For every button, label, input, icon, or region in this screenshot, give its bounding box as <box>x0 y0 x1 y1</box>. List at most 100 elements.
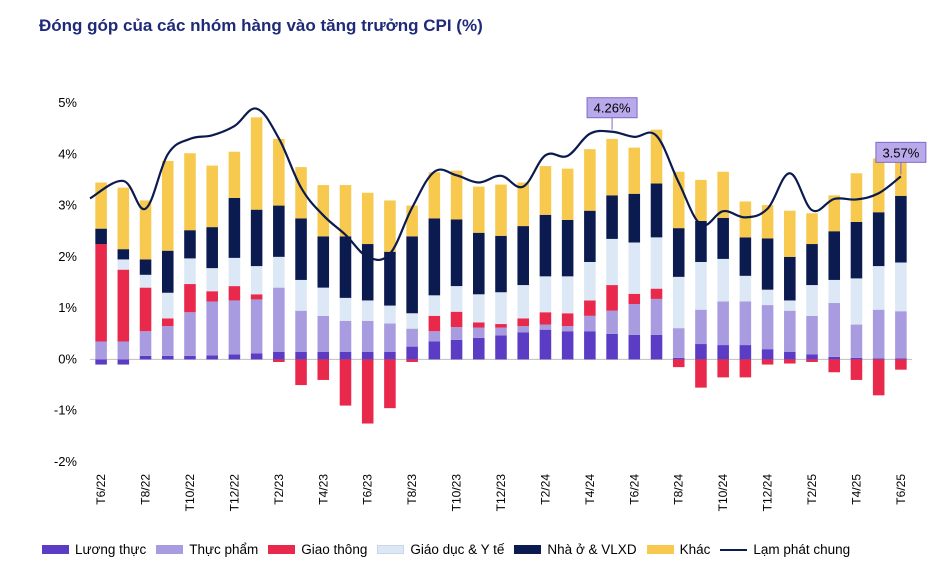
legend-swatch <box>646 545 674 554</box>
bar-segment <box>384 351 396 360</box>
bar-segment <box>495 327 507 336</box>
bar-segment <box>295 310 307 352</box>
bar-segment <box>184 355 196 360</box>
bar-segment <box>872 359 885 396</box>
bar-segment <box>139 274 152 288</box>
bar-segment <box>895 358 907 360</box>
bar-segment <box>850 357 863 360</box>
bar-segment <box>384 251 396 306</box>
bar-segment <box>339 351 352 360</box>
legend-label: Khác <box>679 542 711 557</box>
bar-segment <box>784 310 796 352</box>
bar-segment <box>317 185 330 237</box>
bar-segment <box>761 205 774 239</box>
bar-segment <box>139 331 152 356</box>
bar-segment <box>139 287 152 332</box>
bar-segment <box>495 292 507 325</box>
bar-segment <box>717 171 729 218</box>
bar-segment <box>672 228 685 277</box>
bar-segment <box>273 287 285 352</box>
bar-segment <box>739 359 752 378</box>
y-tick-label: 3% <box>58 198 77 213</box>
bar-segment <box>361 300 374 321</box>
bar-segment <box>561 276 574 314</box>
bar-segment <box>650 288 663 299</box>
annotation-label: 3.57% <box>882 145 919 160</box>
bar-segment <box>539 214 552 277</box>
legend: Lương thực Thực phẩm Giao thông Giáo dục… <box>42 542 850 557</box>
bar-segment <box>317 236 330 288</box>
bar-segment <box>784 359 796 364</box>
bar-segment <box>161 250 174 293</box>
bar-segment <box>761 359 774 365</box>
bar-segment <box>406 205 418 237</box>
bar-segment <box>895 359 907 370</box>
x-tick-label: T6/23 <box>361 474 375 505</box>
bar-segment <box>650 298 663 335</box>
bar-segment <box>184 258 196 285</box>
bar-segment <box>428 172 441 219</box>
bar-segment <box>584 300 596 316</box>
bar-segment <box>872 309 885 359</box>
legend-label: Lạm phát chung <box>753 542 851 557</box>
x-tick-label: T8/23 <box>405 474 419 505</box>
bar-segment <box>784 300 796 311</box>
bar-segment <box>450 219 463 287</box>
bar-segment <box>339 359 352 406</box>
bar-segment <box>895 262 907 312</box>
bar-segment <box>828 359 841 373</box>
bar-segment <box>628 293 641 305</box>
legend-item-giao-thong: Giao thông <box>268 542 367 557</box>
bar-segment <box>317 359 330 380</box>
bar-segment <box>206 268 218 292</box>
bar-segment <box>228 151 241 198</box>
x-tick-label: T12/24 <box>761 474 775 512</box>
bar-segment <box>561 326 574 332</box>
bar-segment <box>850 173 863 222</box>
bar-segment <box>184 312 196 356</box>
bar-segment <box>361 320 374 352</box>
bar-segment <box>672 359 685 368</box>
x-tick-label: T6/24 <box>627 474 641 505</box>
bar-segment <box>250 294 263 300</box>
bar-segment <box>739 345 752 360</box>
bar-segment <box>428 295 441 316</box>
bar-segment <box>250 299 263 354</box>
bar-segment <box>806 359 818 362</box>
legend-label: Lương thực <box>75 542 147 557</box>
bar-segment <box>806 315 818 355</box>
bar-segment <box>273 138 285 206</box>
annotation-box <box>875 141 927 163</box>
x-tick-label: T12/23 <box>494 474 508 512</box>
bar-segment <box>428 331 441 342</box>
bar-segment <box>317 315 330 352</box>
bar-segment <box>95 341 107 360</box>
bar-segment <box>761 349 774 360</box>
bar-segment <box>139 200 152 260</box>
bar-segment <box>584 331 596 360</box>
chart-title: Đóng góp của các nhóm hàng vào tăng trưở… <box>39 16 483 35</box>
bar-segment <box>828 195 841 232</box>
bar-segment <box>117 259 130 270</box>
bar-segment <box>228 257 241 287</box>
bar-segment <box>273 351 285 360</box>
bar-segment <box>473 186 485 233</box>
bar-segment <box>717 258 729 302</box>
bar-segment <box>717 301 729 346</box>
bar-segment <box>672 328 685 358</box>
bar-segment <box>428 341 441 360</box>
bar-segment <box>95 244 107 342</box>
x-tick-label: T10/22 <box>183 474 197 512</box>
bar-segment <box>672 357 685 360</box>
inflation-line <box>89 107 902 262</box>
bar-segment <box>806 285 818 316</box>
bar-segment <box>295 359 307 386</box>
x-tick-label: T2/24 <box>538 474 552 505</box>
bar-segment <box>784 351 796 360</box>
bar-segment <box>339 320 352 352</box>
bar-segment <box>584 315 596 332</box>
x-tick-label: T8/22 <box>139 474 153 505</box>
x-tick-label: T2/23 <box>272 474 286 505</box>
bar-segment <box>739 201 752 238</box>
bar-segment <box>450 327 463 340</box>
